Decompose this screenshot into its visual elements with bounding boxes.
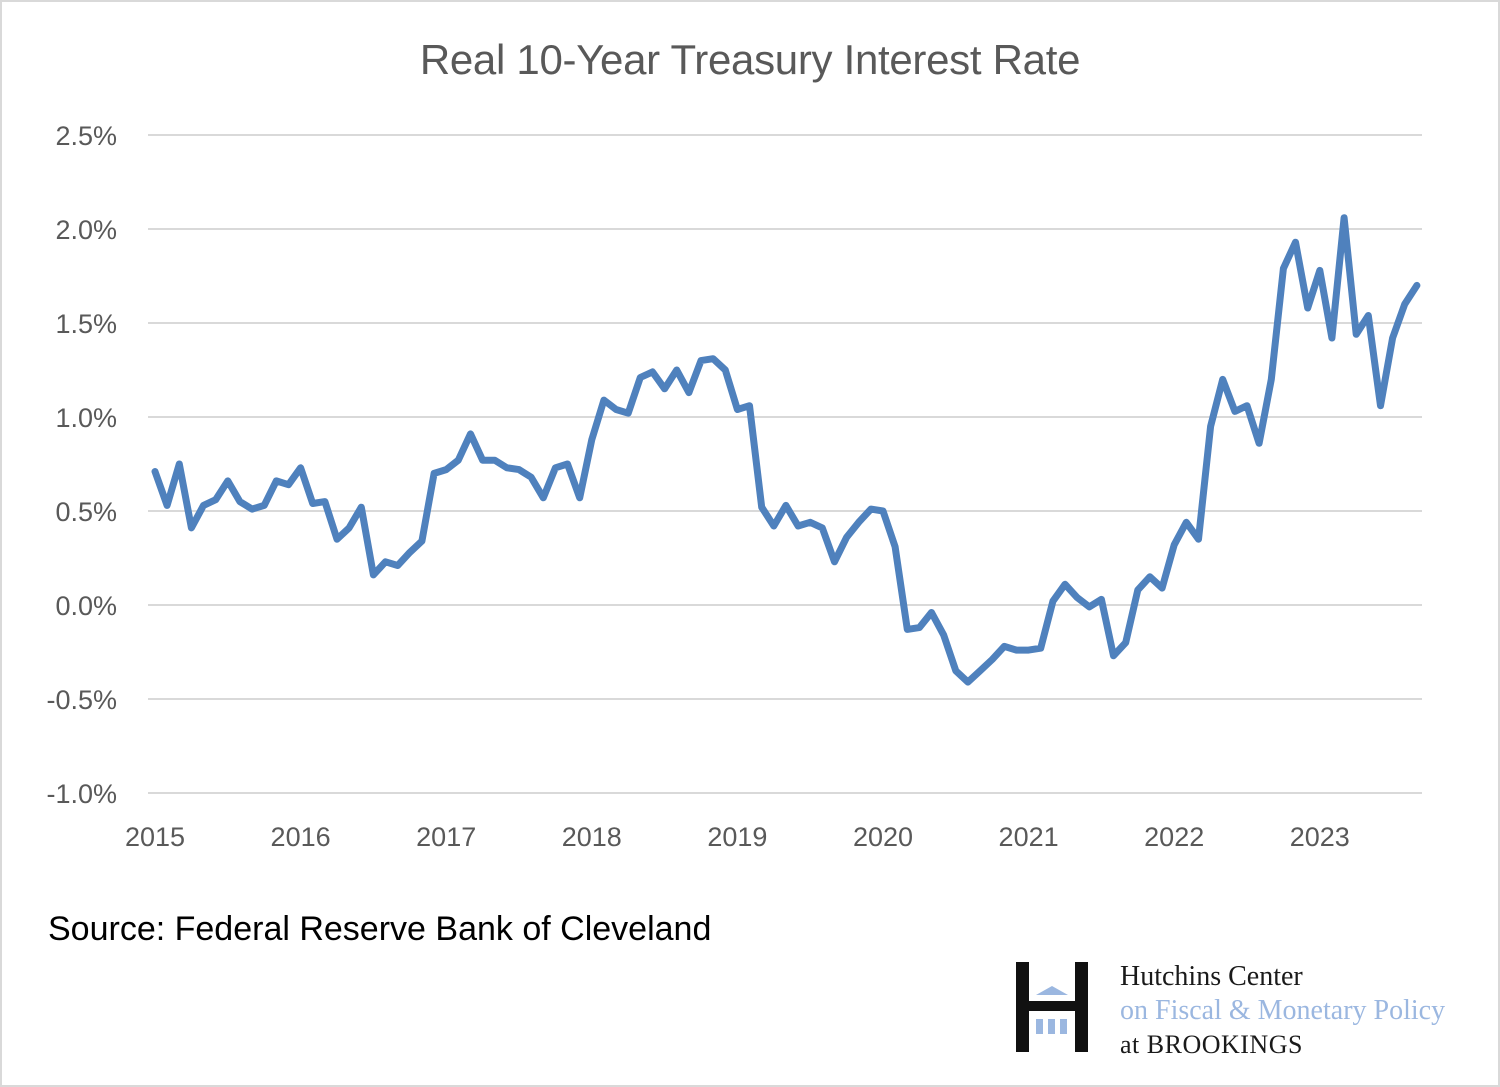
y-tick-label: 0.5%: [55, 497, 117, 527]
logo-line-brookings: at BROOKINGS: [1120, 1030, 1303, 1059]
hutchins-center-logo: Hutchins Center on Fiscal & Monetary Pol…: [1016, 960, 1486, 1059]
y-axis-tick-labels: 2.5% 2.0% 1.5% 1.0% 0.5% 0.0% -0.5% -1.0%: [46, 121, 117, 809]
y-tick-label: 0.0%: [55, 591, 117, 621]
x-tick-label: 2018: [562, 822, 622, 852]
gridlines: [148, 134, 1422, 794]
x-tick-label: 2022: [1144, 822, 1204, 852]
y-tick-label: -1.0%: [46, 779, 117, 809]
x-tick-label: 2015: [125, 822, 185, 852]
x-tick-label: 2016: [271, 822, 331, 852]
y-tick-label: 1.5%: [55, 309, 117, 339]
logo-line-fiscal-monetary: on Fiscal & Monetary Policy: [1120, 995, 1446, 1026]
y-tick-label: 2.5%: [55, 121, 117, 151]
brookings-h-building-icon: [1016, 962, 1088, 1052]
x-tick-label: 2019: [707, 822, 767, 852]
logo-wordmark: Hutchins Center on Fiscal & Monetary Pol…: [1120, 960, 1445, 1062]
x-axis-tick-labels: 2015 2016 2017 2018 2019 2020 2021 2022 2023: [125, 822, 1350, 852]
series-group: [151, 214, 1421, 686]
source-note: Source: Federal Reserve Bank of Clevelan…: [48, 910, 712, 948]
series-line: [151, 214, 1421, 686]
x-tick-label: 2023: [1290, 822, 1350, 852]
y-tick-label: -0.5%: [46, 685, 117, 715]
y-tick-label: 2.0%: [55, 215, 117, 245]
y-tick-label: 1.0%: [55, 403, 117, 433]
x-tick-label: 2021: [999, 822, 1059, 852]
logo-line-hutchins: Hutchins Center: [1120, 961, 1303, 992]
x-tick-label: 2020: [853, 822, 913, 852]
x-tick-label: 2017: [416, 822, 476, 852]
chart-title: Real 10-Year Treasury Interest Rate: [419, 36, 1081, 83]
